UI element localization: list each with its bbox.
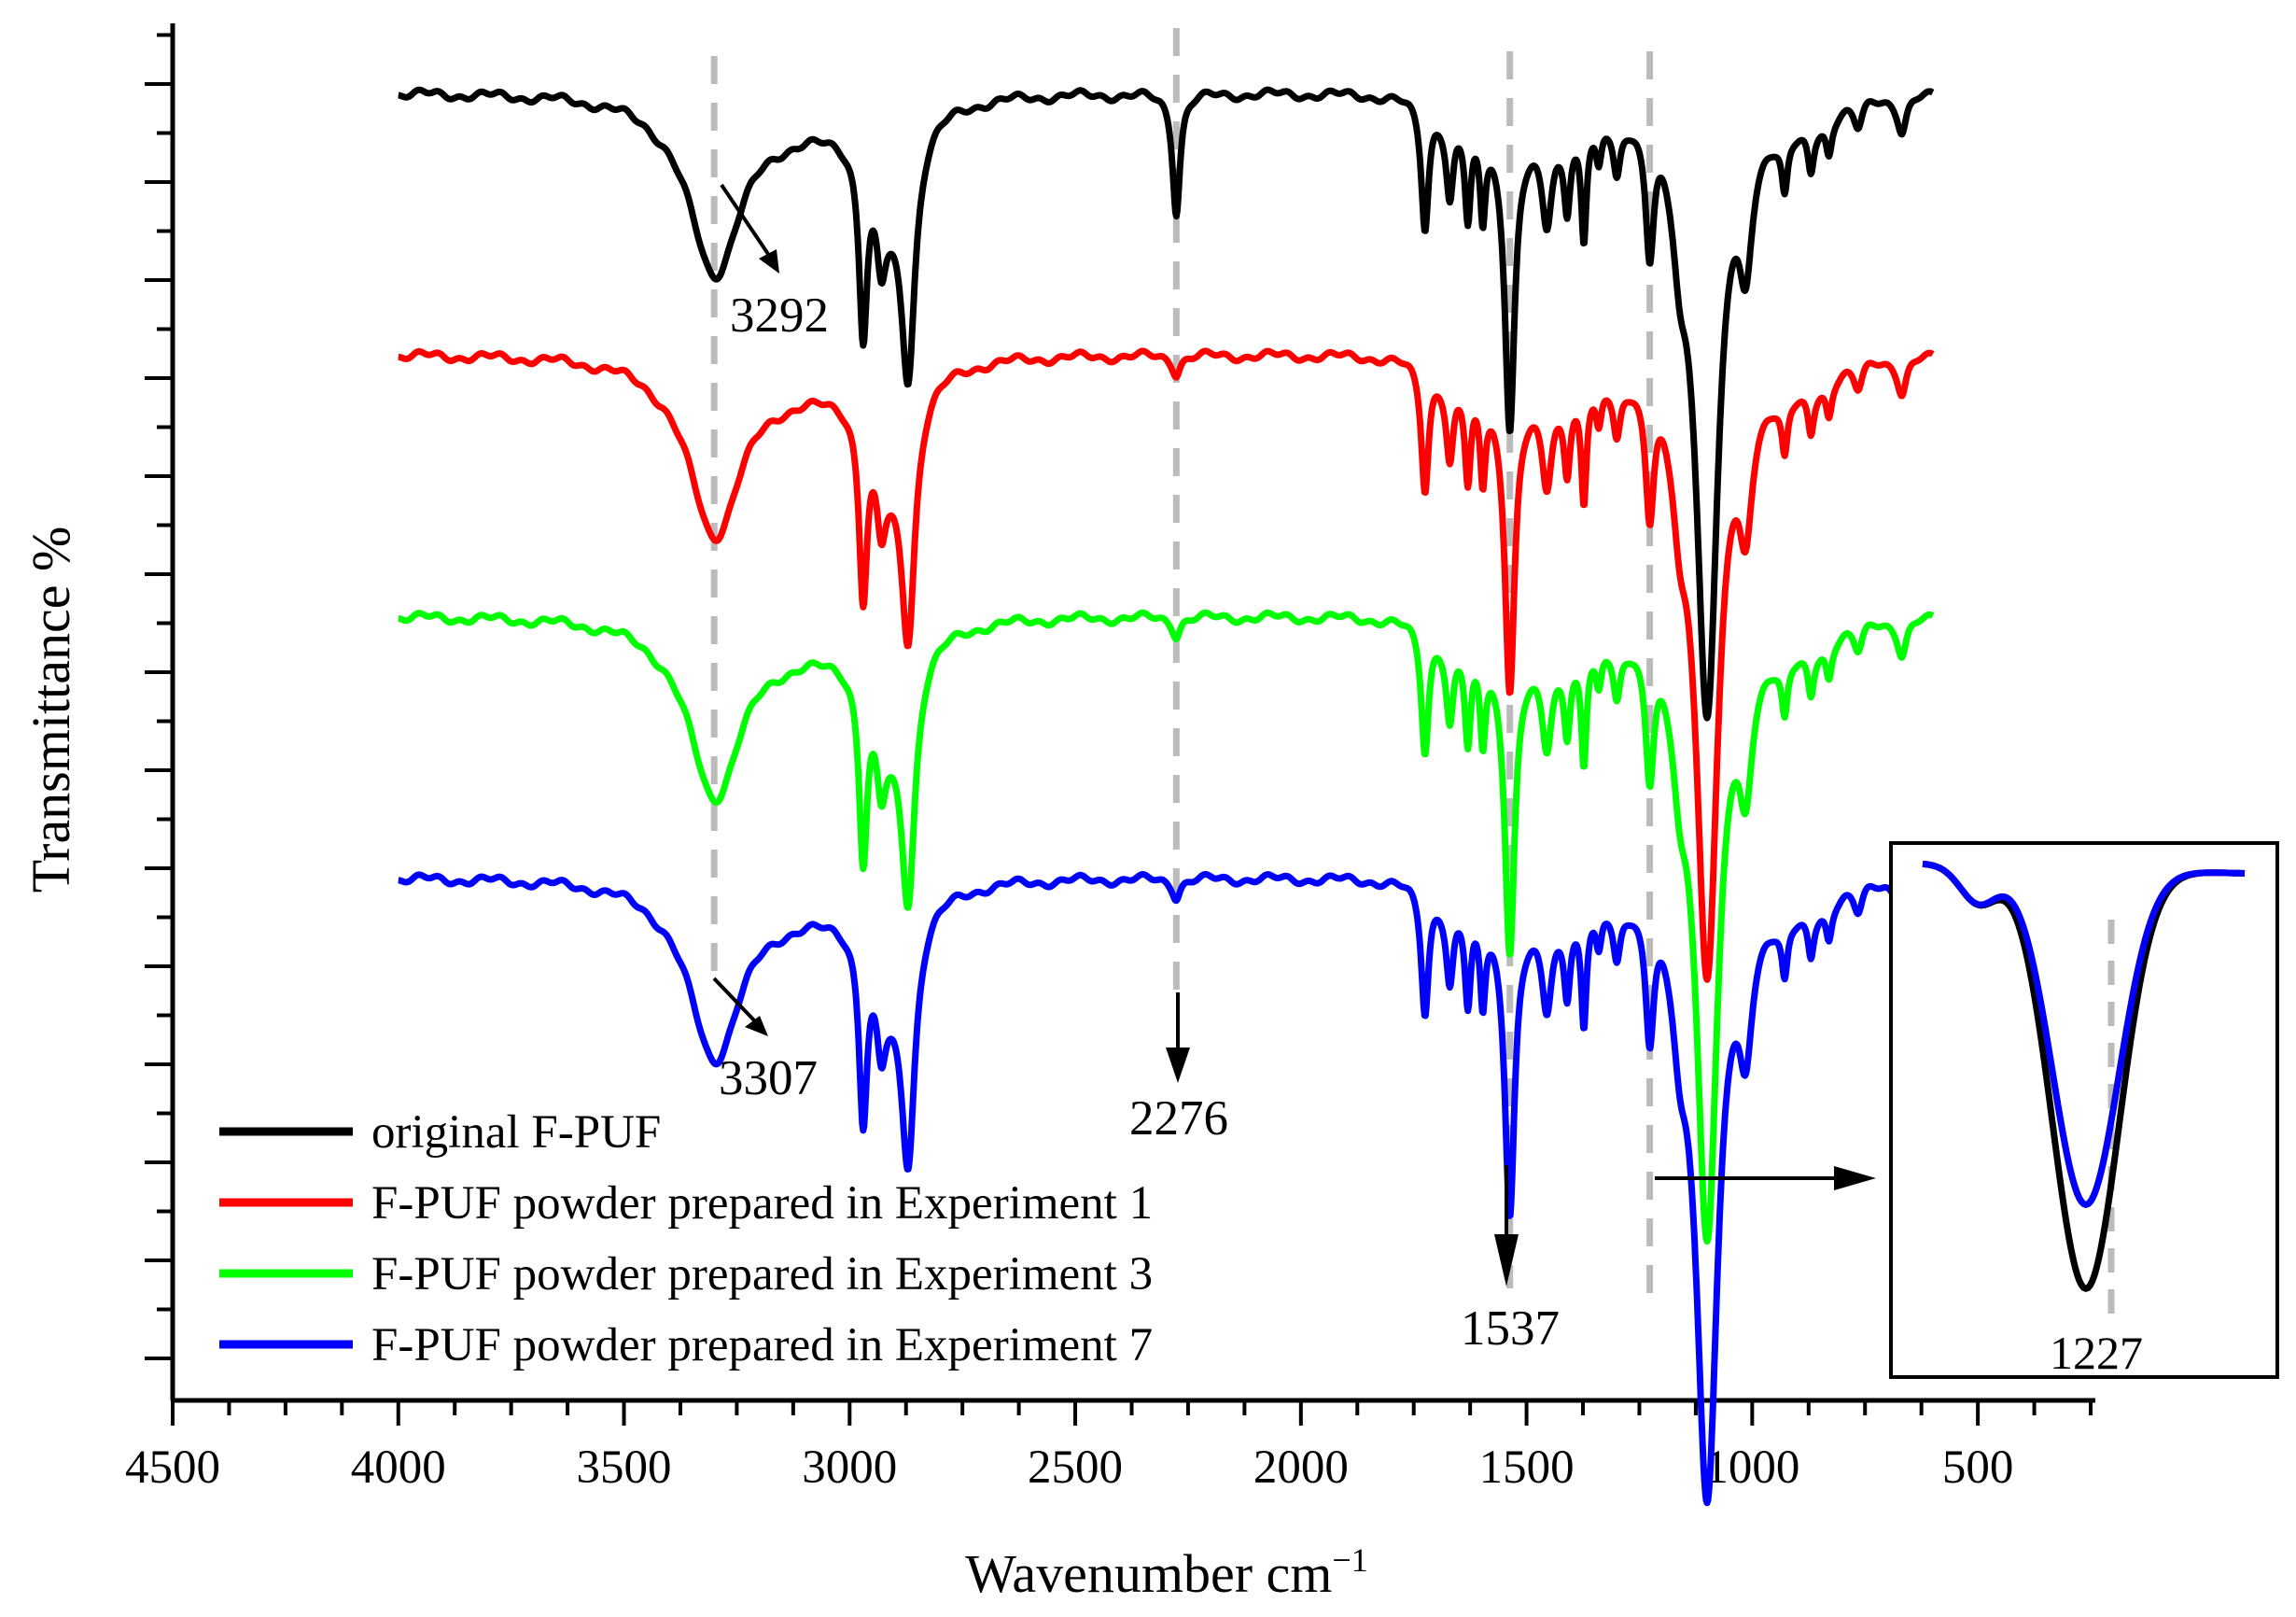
inset-curves xyxy=(1922,860,2246,1293)
inset-label-1227: 1227 xyxy=(2050,1327,2143,1379)
legend-label: original F-PUF xyxy=(371,1106,661,1159)
x-tick-label: 1500 xyxy=(1479,1441,1575,1494)
x-axis-title-superscript: −1 xyxy=(1332,1541,1367,1579)
x-tick-label: 500 xyxy=(1942,1441,2014,1494)
arrow-3307 xyxy=(712,977,758,1024)
y-axis-title: Transmittance % xyxy=(21,527,81,893)
x-tick-label: 2000 xyxy=(1253,1441,1349,1494)
series-line xyxy=(396,86,1936,722)
x-axis-title: Wavenumber cm−1 xyxy=(965,1541,1367,1604)
y-axis-ticks xyxy=(145,33,173,1360)
arrowhead-to-inset xyxy=(1834,1166,1876,1190)
label-3292: 3292 xyxy=(730,288,829,343)
arrowhead-2276 xyxy=(1166,1048,1190,1083)
label-3307: 3307 xyxy=(719,1051,818,1105)
x-tick-label: 1000 xyxy=(1704,1441,1799,1494)
x-axis-ticks xyxy=(171,1400,2093,1426)
inset-curve xyxy=(1922,860,2246,1208)
label-1537: 1537 xyxy=(1461,1301,1560,1356)
arrowhead-3292 xyxy=(759,249,779,274)
x-axis-title-text: Wavenumber cm xyxy=(965,1543,1332,1604)
inset-panel: 1227 xyxy=(1889,841,2279,1379)
series-line xyxy=(396,609,1936,1245)
series-lines xyxy=(396,86,1936,1507)
legend-label: F-PUF powder prepared in Experiment 7 xyxy=(371,1319,1153,1371)
x-tick-label: 2500 xyxy=(1028,1441,1123,1494)
arrow-3292 xyxy=(720,183,772,259)
x-tick-label: 3000 xyxy=(802,1441,897,1494)
x-tick-label: 4000 xyxy=(351,1441,446,1494)
label-2276: 2276 xyxy=(1129,1091,1228,1146)
series-line xyxy=(396,347,1936,983)
arrowhead-1537 xyxy=(1494,1234,1519,1287)
legend-label: F-PUF powder prepared in Experiment 1 xyxy=(371,1177,1153,1230)
x-tick-labels: 4500 4000 3500 3000 2500 2000 1500 1000 500 xyxy=(125,1441,2013,1494)
x-tick-label: 3500 xyxy=(577,1441,672,1494)
legend: original F-PUF F-PUF powder prepared in E… xyxy=(219,1106,1153,1371)
x-tick-label: 4500 xyxy=(125,1441,220,1494)
inset-frame xyxy=(1889,841,2279,1379)
peak-annotations: 3292 3307 2276 1537 xyxy=(712,183,1876,1356)
legend-label: F-PUF powder prepared in Experiment 3 xyxy=(371,1248,1153,1301)
arrowhead-3307 xyxy=(745,1016,768,1036)
series-line xyxy=(396,871,1936,1507)
